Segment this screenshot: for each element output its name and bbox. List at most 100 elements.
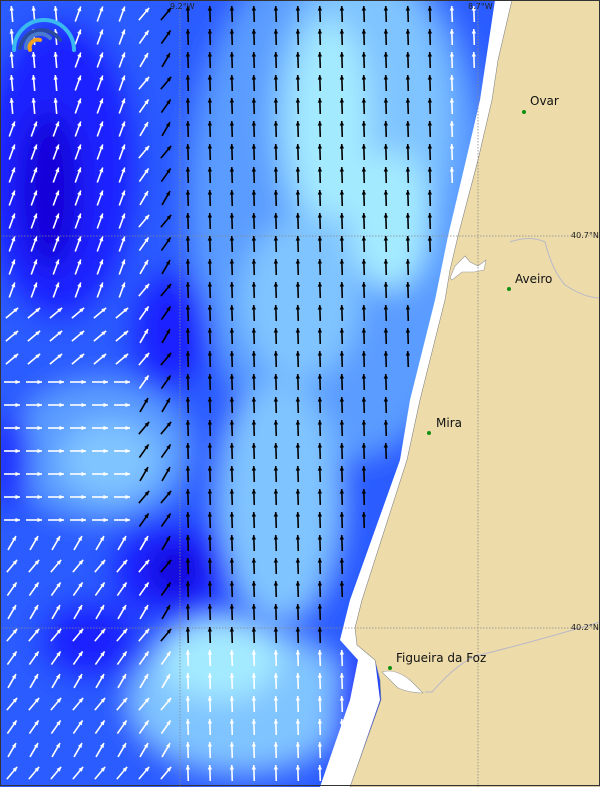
wave-arrow xyxy=(207,5,213,23)
wave-arrow xyxy=(207,419,213,437)
wave-arrow xyxy=(207,143,213,161)
wave-arrow xyxy=(339,97,345,115)
wave-arrow xyxy=(138,443,150,459)
wave-arrow xyxy=(71,330,85,342)
wave-arrow xyxy=(96,259,104,275)
wave-arrow xyxy=(229,28,235,46)
wave-arrow xyxy=(251,350,257,368)
wave-arrow xyxy=(92,517,108,523)
wave-arrow xyxy=(30,282,38,298)
wave-arrow xyxy=(405,97,411,115)
wave-arrow xyxy=(160,719,172,735)
wave-arrow xyxy=(160,305,172,321)
wave-arrow xyxy=(405,281,411,299)
wave-arrow xyxy=(185,396,191,414)
wave-arrow xyxy=(405,51,411,69)
river xyxy=(509,238,600,299)
wave-arrow xyxy=(6,650,18,666)
wave-arrow xyxy=(31,5,36,23)
wave-arrow xyxy=(185,97,191,115)
wave-arrow xyxy=(26,471,42,477)
wave-arrow xyxy=(185,557,191,575)
wave-arrow xyxy=(273,718,279,736)
place-label-ovar: Ovar xyxy=(530,94,559,108)
wave-arrow xyxy=(383,419,389,437)
wave-arrow xyxy=(8,121,16,137)
wave-arrow xyxy=(273,764,279,782)
wave-arrow xyxy=(229,534,235,552)
wave-arrow xyxy=(185,51,191,69)
wave-arrow xyxy=(73,673,83,689)
wave-arrow xyxy=(317,511,323,529)
wave-arrow xyxy=(339,350,345,368)
wave-arrow xyxy=(160,374,172,390)
wave-arrow xyxy=(7,673,17,689)
wave-arrow xyxy=(251,51,257,69)
wave-arrow xyxy=(229,603,235,621)
wave-arrow xyxy=(339,465,345,483)
wave-arrow xyxy=(28,581,40,597)
wave-arrow xyxy=(383,28,389,46)
wave-arrow xyxy=(405,143,411,161)
wave-arrow xyxy=(185,718,191,736)
wave-arrow xyxy=(118,98,126,114)
wave-arrow xyxy=(72,697,84,711)
wave-arrow xyxy=(138,305,150,321)
wave-arrow xyxy=(31,97,36,115)
wave-arrow xyxy=(295,189,301,207)
wave-arrow xyxy=(138,490,150,504)
wave-arrow xyxy=(339,5,345,23)
wave-arrow xyxy=(94,559,106,573)
wave-arrow xyxy=(72,581,84,597)
place-dots xyxy=(388,110,526,670)
wave-arrow xyxy=(139,604,149,620)
wave-arrow xyxy=(138,512,150,528)
wave-arrow xyxy=(74,282,82,298)
wave-arrow xyxy=(251,97,257,115)
wave-arrow xyxy=(160,29,172,45)
wave-arrow xyxy=(251,143,257,161)
wave-arrow xyxy=(317,51,323,69)
wave-arrow xyxy=(273,281,279,299)
wave-arrow xyxy=(161,397,171,413)
wave-arrow xyxy=(50,559,62,573)
wave-arrow xyxy=(361,235,367,253)
wave-arrow xyxy=(138,236,150,252)
wave-arrow xyxy=(207,51,213,69)
wave-arrow xyxy=(93,353,107,365)
wave-arrow xyxy=(118,121,126,137)
wave-arrow xyxy=(295,258,301,276)
wave-arrow xyxy=(51,604,61,620)
wave-arrow xyxy=(383,304,389,322)
wave-arrow xyxy=(317,350,323,368)
wave-arrow xyxy=(295,235,301,253)
wave-arrow xyxy=(27,353,41,365)
wave-arrow xyxy=(31,51,36,69)
wave-arrow xyxy=(273,5,279,23)
wave-arrow xyxy=(273,350,279,368)
wave-arrow xyxy=(96,52,104,68)
wave-arrow xyxy=(95,742,105,758)
wave-arrow xyxy=(229,626,235,644)
wave-arrow xyxy=(29,673,39,689)
wave-arrow xyxy=(383,74,389,92)
wave-arrow xyxy=(207,258,213,276)
wave-arrow xyxy=(339,258,345,276)
wave-arrow xyxy=(161,259,171,275)
wave-arrow xyxy=(207,626,213,644)
wave-arrow xyxy=(229,258,235,276)
wave-arrow xyxy=(28,719,40,735)
wave-arrow xyxy=(207,488,213,506)
wave-arrow xyxy=(251,396,257,414)
wave-arrow xyxy=(229,97,235,115)
wave-arrow xyxy=(92,379,108,385)
wave-arrow xyxy=(161,742,171,758)
wave-arrow xyxy=(160,697,172,711)
wave-arrow xyxy=(185,442,191,460)
wave-arrow xyxy=(49,307,63,319)
wave-arrow xyxy=(185,488,191,506)
wave-arrow xyxy=(229,74,235,92)
wave-arrow xyxy=(339,672,345,690)
wave-arrow xyxy=(251,718,257,736)
